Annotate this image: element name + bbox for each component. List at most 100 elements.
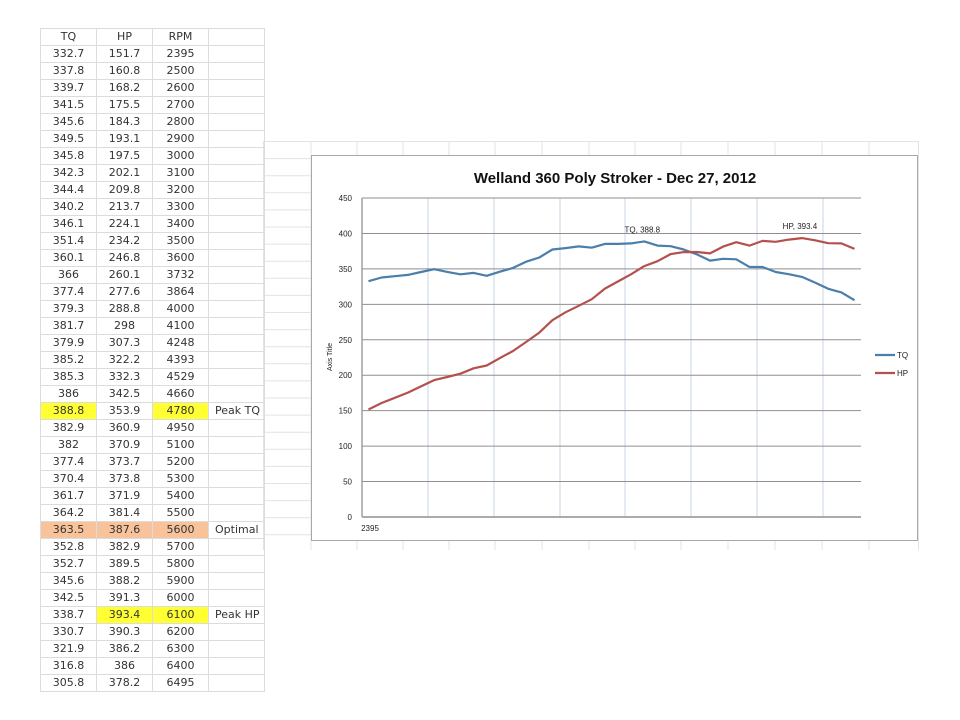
chart-legend[interactable]: TQ HP — [875, 351, 908, 378]
cell-hp[interactable]: 307.3 — [96, 334, 153, 352]
cell-tq[interactable]: 377.4 — [40, 283, 97, 301]
cell-note[interactable] — [208, 589, 265, 607]
cell-note[interactable] — [208, 674, 265, 692]
cell-tq[interactable]: 382.9 — [40, 419, 97, 437]
cell-rpm[interactable]: 3500 — [152, 232, 209, 250]
cell-rpm[interactable]: 5300 — [152, 470, 209, 488]
cell-rpm[interactable]: 4000 — [152, 300, 209, 318]
cell-hp[interactable]: 386 — [96, 657, 153, 675]
column-header[interactable]: HP — [96, 28, 153, 46]
cell-note[interactable] — [208, 317, 265, 335]
cell-tq[interactable]: 345.6 — [40, 113, 97, 131]
cell-note[interactable] — [208, 368, 265, 386]
cell-rpm[interactable]: 3600 — [152, 249, 209, 267]
cell-rpm[interactable]: 6100 — [152, 606, 209, 624]
cell-tq[interactable]: 385.3 — [40, 368, 97, 386]
cell-hp[interactable]: 209.8 — [96, 181, 153, 199]
cell-tq[interactable]: 342.3 — [40, 164, 97, 182]
cell-note[interactable] — [208, 351, 265, 369]
cell-hp[interactable]: 193.1 — [96, 130, 153, 148]
cell-rpm[interactable]: 4780 — [152, 402, 209, 420]
cell-hp[interactable]: 277.6 — [96, 283, 153, 301]
cell-rpm[interactable]: 5400 — [152, 487, 209, 505]
cell-rpm[interactable]: 6000 — [152, 589, 209, 607]
cell-hp[interactable]: 388.2 — [96, 572, 153, 590]
cell-note[interactable] — [208, 232, 265, 250]
cell-hp[interactable]: 381.4 — [96, 504, 153, 522]
cell-tq[interactable]: 337.8 — [40, 62, 97, 80]
legend-label-hp[interactable]: HP — [897, 369, 908, 378]
cell-rpm[interactable]: 5500 — [152, 504, 209, 522]
cell-note[interactable] — [208, 555, 265, 573]
cell-rpm[interactable]: 3400 — [152, 215, 209, 233]
cell-rpm[interactable]: 4529 — [152, 368, 209, 386]
cell-tq[interactable]: 381.7 — [40, 317, 97, 335]
cell-note[interactable] — [208, 96, 265, 114]
cell-note[interactable] — [208, 538, 265, 556]
cell-tq[interactable]: 363.5 — [40, 521, 97, 539]
cell-note[interactable] — [208, 572, 265, 590]
cell-note[interactable]: Optimal — [208, 521, 265, 539]
cell-tq[interactable]: 342.5 — [40, 589, 97, 607]
cell-note[interactable] — [208, 623, 265, 641]
cell-tq[interactable]: 338.7 — [40, 606, 97, 624]
cell-hp[interactable]: 160.8 — [96, 62, 153, 80]
cell-tq[interactable]: 340.2 — [40, 198, 97, 216]
cell-rpm[interactable]: 6400 — [152, 657, 209, 675]
cell-rpm[interactable]: 5200 — [152, 453, 209, 471]
cell-note[interactable] — [208, 198, 265, 216]
cell-hp[interactable]: 332.3 — [96, 368, 153, 386]
cell-rpm[interactable]: 3000 — [152, 147, 209, 165]
dyno-chart[interactable]: Welland 360 Poly Stroker - Dec 27, 2012 … — [311, 155, 918, 541]
cell-hp[interactable]: 390.3 — [96, 623, 153, 641]
cell-tq[interactable]: 352.7 — [40, 555, 97, 573]
cell-tq[interactable]: 344.4 — [40, 181, 97, 199]
cell-rpm[interactable]: 2800 — [152, 113, 209, 131]
cell-note[interactable] — [208, 419, 265, 437]
cell-rpm[interactable]: 4660 — [152, 385, 209, 403]
cell-hp[interactable]: 246.8 — [96, 249, 153, 267]
cell-note[interactable]: Peak TQ — [208, 402, 265, 420]
column-header[interactable]: TQ — [40, 28, 97, 46]
cell-note[interactable] — [208, 147, 265, 165]
cell-tq[interactable]: 377.4 — [40, 453, 97, 471]
cell-rpm[interactable]: 3200 — [152, 181, 209, 199]
cell-note[interactable] — [208, 164, 265, 182]
cell-hp[interactable]: 386.2 — [96, 640, 153, 658]
cell-note[interactable]: Peak HP — [208, 606, 265, 624]
cell-rpm[interactable]: 5100 — [152, 436, 209, 454]
cell-rpm[interactable]: 4248 — [152, 334, 209, 352]
cell-rpm[interactable]: 5700 — [152, 538, 209, 556]
cell-rpm[interactable]: 2395 — [152, 45, 209, 63]
cell-rpm[interactable]: 4100 — [152, 317, 209, 335]
cell-note[interactable] — [208, 283, 265, 301]
cell-hp[interactable]: 391.3 — [96, 589, 153, 607]
cell-tq[interactable]: 386 — [40, 385, 97, 403]
cell-hp[interactable]: 168.2 — [96, 79, 153, 97]
cell-tq[interactable]: 330.7 — [40, 623, 97, 641]
cell-hp[interactable]: 353.9 — [96, 402, 153, 420]
cell-tq[interactable]: 316.8 — [40, 657, 97, 675]
series-line-hp[interactable] — [368, 236, 855, 411]
y-axis-title[interactable]: Axis Title — [327, 343, 334, 371]
cell-rpm[interactable]: 2500 — [152, 62, 209, 80]
cell-note[interactable] — [208, 436, 265, 454]
cell-tq[interactable]: 339.7 — [40, 79, 97, 97]
cell-hp[interactable]: 360.9 — [96, 419, 153, 437]
cell-tq[interactable]: 341.5 — [40, 96, 97, 114]
cell-hp[interactable]: 322.2 — [96, 351, 153, 369]
cell-tq[interactable]: 345.6 — [40, 572, 97, 590]
cell-note[interactable] — [208, 62, 265, 80]
cell-tq[interactable]: 332.7 — [40, 45, 97, 63]
cell-rpm[interactable]: 6200 — [152, 623, 209, 641]
cell-tq[interactable]: 349.5 — [40, 130, 97, 148]
cell-rpm[interactable]: 4393 — [152, 351, 209, 369]
cell-tq[interactable]: 382 — [40, 436, 97, 454]
cell-note[interactable] — [208, 79, 265, 97]
cell-hp[interactable]: 260.1 — [96, 266, 153, 284]
cell-tq[interactable]: 364.2 — [40, 504, 97, 522]
cell-hp[interactable]: 371.9 — [96, 487, 153, 505]
cell-hp[interactable]: 202.1 — [96, 164, 153, 182]
cell-hp[interactable]: 234.2 — [96, 232, 153, 250]
column-header[interactable] — [208, 28, 265, 46]
